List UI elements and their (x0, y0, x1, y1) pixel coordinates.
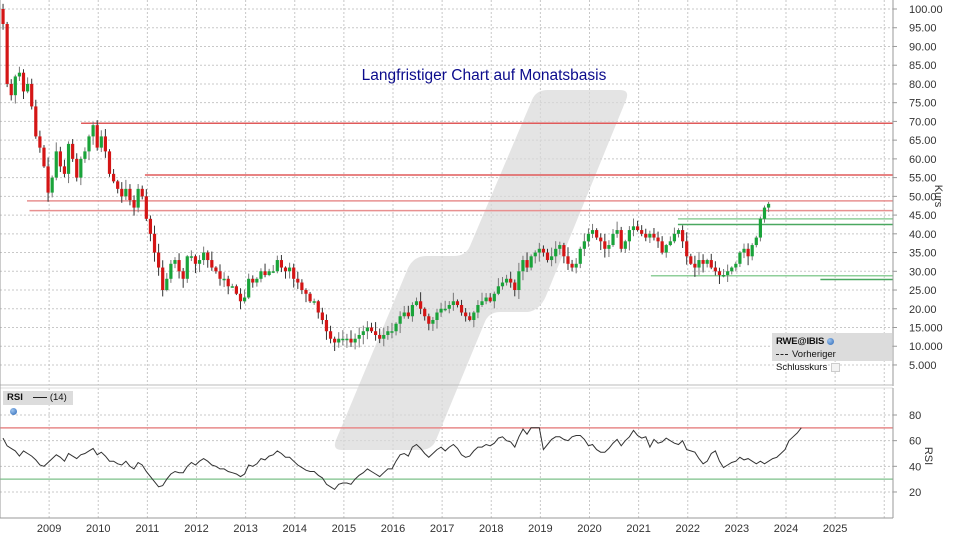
symbol-label: RWE@IBIS (776, 336, 825, 347)
svg-text:100.00: 100.00 (909, 4, 943, 16)
checkbox-icon[interactable] (831, 362, 841, 372)
svg-text:2023: 2023 (725, 523, 749, 535)
svg-text:2012: 2012 (184, 523, 208, 535)
svg-text:80: 80 (909, 410, 921, 422)
svg-text:60.00: 60.00 (909, 154, 937, 166)
svg-text:2022: 2022 (676, 523, 700, 535)
svg-text:2010: 2010 (86, 523, 110, 535)
rsi-axis-label: RSI (922, 447, 934, 465)
solid-line-icon (32, 396, 47, 398)
svg-text:70.00: 70.00 (909, 116, 937, 128)
rsi-grid (0, 388, 893, 518)
previous-close-label: Vorheriger Schlusskurs (776, 349, 836, 373)
svg-text:90.00: 90.00 (909, 41, 937, 53)
svg-text:75.00: 75.00 (909, 98, 937, 110)
svg-text:2015: 2015 (332, 523, 356, 535)
svg-text:5.000: 5.000 (909, 360, 937, 372)
svg-text:2016: 2016 (381, 523, 405, 535)
chart-title: Langfristiger Chart auf Monatsbasis (362, 67, 607, 84)
svg-text:35.00: 35.00 (909, 248, 937, 260)
svg-text:65.00: 65.00 (909, 135, 937, 147)
globe-icon[interactable] (10, 407, 17, 415)
svg-text:2009: 2009 (37, 523, 61, 535)
globe-icon[interactable] (827, 337, 835, 345)
svg-text:55.00: 55.00 (909, 173, 937, 185)
price-axis-label: Kurs (932, 185, 944, 208)
svg-text:30.00: 30.00 (909, 266, 937, 278)
svg-text:2017: 2017 (430, 523, 454, 535)
svg-text:20: 20 (909, 487, 921, 499)
svg-text:2014: 2014 (283, 523, 307, 535)
dashed-line-icon (776, 353, 788, 355)
rsi-label: RSI (7, 392, 23, 403)
svg-text:2020: 2020 (577, 523, 601, 535)
svg-text:40: 40 (909, 461, 921, 473)
svg-text:2018: 2018 (479, 523, 503, 535)
svg-text:2024: 2024 (774, 523, 798, 535)
svg-text:80.00: 80.00 (909, 79, 937, 91)
svg-text:10.000: 10.000 (909, 341, 943, 353)
price-axis-ticks: 100.00 95.00 90.00 85.00 80.00 75.00 70.00 65.0… (893, 4, 943, 372)
svg-text:25.00: 25.00 (909, 285, 937, 297)
svg-text:2021: 2021 (626, 523, 650, 535)
watermark-logo-icon (334, 90, 628, 450)
svg-text:2025: 2025 (823, 523, 847, 535)
svg-text:40.00: 40.00 (909, 229, 937, 241)
rsi-legend: RSI (14) (3, 391, 73, 415)
time-axis-ticks: 2009 2010 2011 2012 2013 2014 2015 2016 2017 2018… (37, 523, 847, 535)
svg-text:2011: 2011 (136, 523, 160, 535)
svg-text:45.00: 45.00 (909, 210, 937, 222)
svg-text:2019: 2019 (528, 523, 552, 535)
svg-text:85.00: 85.00 (909, 60, 937, 72)
rsi-threshold-lines (0, 427, 893, 480)
svg-text:60: 60 (909, 436, 921, 448)
rsi-period: (14) (49, 392, 67, 403)
rsi-axis-ticks: 80 60 40 20 (893, 410, 921, 499)
price-legend: RWE@IBIS Vorheriger Schlusskurs (772, 333, 892, 373)
svg-text:2013: 2013 (233, 523, 257, 535)
rsi-line (2, 427, 802, 491)
svg-text:50.00: 50.00 (909, 191, 937, 203)
support-resistance-lines (27, 122, 893, 281)
svg-text:95.00: 95.00 (909, 23, 937, 35)
svg-text:15.000: 15.000 (909, 322, 943, 334)
candlestick-series (1, 3, 771, 352)
svg-text:20.00: 20.00 (909, 304, 937, 316)
